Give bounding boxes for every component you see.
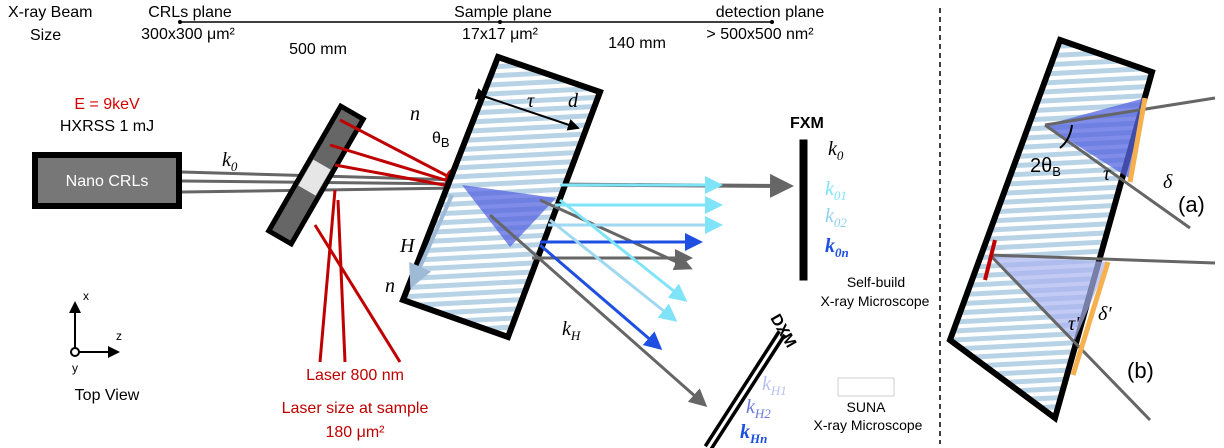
- axis-label: y: [72, 361, 78, 375]
- laser-label: Laser 800 nm: [306, 367, 404, 384]
- beam-label: kH2: [746, 396, 771, 421]
- bragg-label: θB: [432, 130, 450, 150]
- reciprocal-label: H: [399, 235, 416, 257]
- sym: 2θ: [1030, 155, 1052, 177]
- sub: B: [1052, 164, 1061, 179]
- sub: 02: [834, 215, 848, 230]
- plane-size: > 500x500 nm²: [706, 26, 814, 43]
- diagram: X-ray Beam Size CRLs plane 300x300 μm² S…: [0, 0, 1224, 448]
- axes: [75, 303, 118, 352]
- beam-label: k0: [828, 138, 844, 163]
- sub: 01: [834, 188, 847, 203]
- axis-origin: [71, 348, 79, 356]
- plane-size: 17x17 μm²: [462, 26, 539, 43]
- sub: 0: [837, 148, 844, 163]
- sub: H: [570, 328, 581, 343]
- caption: X-ray Microscope: [814, 417, 923, 433]
- plane-name: CRLs plane: [148, 4, 232, 21]
- beam-label: k0: [222, 149, 238, 174]
- axis-label: z: [116, 329, 122, 343]
- spacing-label: d: [568, 90, 579, 112]
- inset-label: τ: [1103, 163, 1111, 185]
- axes-caption: Top View: [75, 387, 140, 404]
- label: Size: [30, 27, 61, 44]
- plane-name: Sample plane: [454, 4, 552, 21]
- normal: n: [410, 103, 420, 125]
- inset-label: δ′: [1098, 303, 1112, 325]
- sub: Hn: [749, 431, 767, 446]
- sub: B: [441, 135, 450, 150]
- lens-label: Nano CRLs: [66, 173, 149, 190]
- fxm-label: FXM: [790, 115, 824, 132]
- fxm-detector: [800, 140, 807, 280]
- inset-crystal: [950, 40, 1152, 418]
- energy: E = 9keV: [74, 96, 140, 113]
- sub: H2: [754, 406, 771, 421]
- beam-label: kH1: [762, 373, 787, 398]
- inset-label: (b): [1127, 358, 1154, 383]
- sym: θ: [432, 130, 441, 147]
- sym: k: [740, 421, 750, 443]
- distance: 500 mm: [289, 41, 347, 58]
- plane-size: 300x300 μm²: [141, 26, 235, 43]
- suna-box: [838, 378, 894, 396]
- sym: k: [825, 235, 835, 257]
- detector-label: SUNA: [847, 399, 887, 415]
- beam-label: k0n: [825, 235, 849, 260]
- distance: 140 mm: [608, 35, 666, 52]
- inset-label: (a): [1178, 192, 1205, 217]
- sub: 0: [231, 159, 238, 174]
- axis-label: x: [83, 289, 89, 303]
- beam-label: k02: [825, 205, 847, 230]
- inset-label: δ: [1163, 171, 1173, 193]
- normal: n: [385, 275, 395, 297]
- laser-label: 180 μm²: [325, 424, 385, 441]
- inset-label: τ': [1068, 313, 1080, 335]
- caption: X-ray Microscope: [821, 293, 930, 309]
- caption: Self-build: [847, 274, 905, 290]
- thickness-label: τ: [527, 90, 535, 112]
- beam-label: kHn: [740, 421, 767, 446]
- label: X-ray Beam: [8, 4, 92, 21]
- sub: 0n: [835, 245, 849, 260]
- pulse: HXRSS 1 mJ: [60, 118, 154, 135]
- plane-name: detection plane: [716, 4, 825, 21]
- sub: H1: [770, 383, 787, 398]
- laser-label: Laser size at sample: [282, 400, 429, 417]
- diffracted-label: kH: [562, 318, 581, 343]
- beam-label: k01: [825, 178, 847, 203]
